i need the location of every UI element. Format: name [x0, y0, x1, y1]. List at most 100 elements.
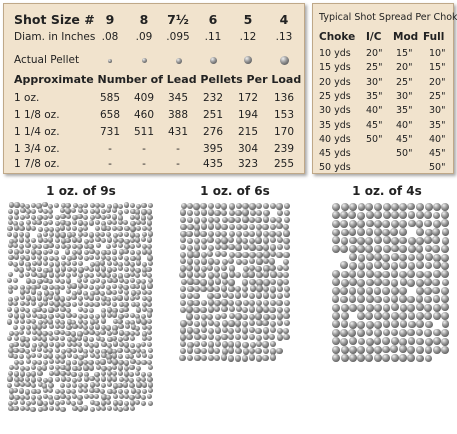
pellet — [66, 360, 72, 366]
pellet — [31, 388, 37, 394]
pellet — [19, 248, 25, 255]
pellet — [94, 393, 100, 399]
pellet — [7, 301, 14, 307]
pellet — [8, 254, 14, 260]
pellet — [332, 337, 341, 346]
pellet — [48, 335, 54, 341]
pellet — [270, 341, 277, 348]
pellet — [398, 261, 407, 270]
pellet — [101, 249, 107, 255]
shot-size-header: 4 — [279, 12, 289, 27]
pellet — [214, 285, 221, 293]
pellet — [60, 208, 66, 214]
pellet — [26, 371, 32, 378]
pellet — [193, 251, 200, 258]
pellet — [94, 284, 100, 290]
pellet — [374, 203, 383, 211]
pellet — [193, 306, 200, 313]
pellet — [60, 348, 67, 354]
pellet — [416, 227, 425, 236]
pellet — [117, 255, 123, 261]
pellet — [19, 260, 25, 266]
pellet — [13, 261, 19, 267]
pellet — [66, 376, 72, 383]
choke-spread-value: 15" — [396, 48, 413, 59]
pellet — [214, 231, 221, 238]
pellet — [117, 242, 123, 249]
pellet — [36, 283, 42, 289]
pellet — [82, 277, 88, 283]
pellet — [54, 376, 61, 382]
pellet — [94, 342, 100, 348]
pellet — [432, 269, 441, 278]
pellet — [54, 342, 61, 348]
pellet-icon — [108, 59, 112, 63]
pellet — [59, 272, 65, 278]
pellet — [374, 253, 383, 262]
pellet — [112, 249, 118, 255]
pellet — [348, 353, 357, 362]
pellet — [207, 313, 214, 321]
pellet — [432, 261, 441, 270]
pellet — [124, 319, 130, 325]
pellet — [71, 295, 77, 301]
pellet — [112, 260, 118, 266]
pellet — [31, 238, 37, 244]
pellet — [147, 226, 153, 232]
pellet-count: - — [176, 143, 180, 155]
pellet — [8, 208, 14, 214]
pellet — [277, 265, 284, 272]
pellet — [106, 208, 112, 214]
pellet — [228, 257, 235, 264]
pellet — [88, 325, 95, 331]
pellet — [186, 271, 194, 278]
pellet — [60, 406, 66, 412]
pellet — [227, 347, 235, 354]
pellet — [424, 304, 433, 313]
pellet — [147, 353, 153, 359]
pellet — [71, 283, 77, 289]
pellet — [60, 376, 66, 382]
pellet — [147, 277, 153, 284]
pellet — [200, 279, 207, 286]
pellet — [140, 371, 147, 378]
pellet — [19, 307, 26, 313]
choke-distance: 10 yds — [319, 48, 351, 59]
pellet — [36, 232, 42, 238]
pellet — [407, 270, 416, 279]
choke-spread-value: 45" — [396, 133, 413, 145]
pellet — [129, 405, 136, 412]
choke-distance: 20 yds — [319, 76, 351, 88]
pellet — [117, 348, 123, 354]
pellet — [105, 255, 112, 262]
pellet — [48, 220, 54, 226]
pellet — [282, 258, 290, 266]
pellet — [48, 388, 54, 394]
pellet — [382, 220, 391, 228]
pellet — [269, 333, 276, 341]
pellet — [415, 244, 424, 253]
shot-size-header: 9 — [105, 12, 115, 27]
pellet — [37, 341, 43, 347]
pellet — [8, 330, 14, 336]
pellet — [88, 365, 95, 371]
pellet — [118, 249, 124, 255]
pellet — [78, 300, 84, 307]
pellet — [77, 331, 83, 337]
pellet — [31, 214, 37, 220]
pellet — [113, 232, 119, 238]
pellet — [374, 345, 383, 354]
pellet — [13, 242, 19, 249]
pellet — [390, 203, 399, 211]
pellet — [31, 244, 37, 250]
pellet — [340, 346, 349, 354]
pellet — [8, 238, 14, 244]
pellet — [135, 307, 141, 313]
pellet — [19, 273, 25, 279]
pellet — [332, 278, 341, 287]
pattern-caption: 1 oz. of 4s — [352, 184, 422, 198]
pellet — [283, 244, 291, 251]
pellet — [25, 329, 31, 336]
pellet-count: 170 — [273, 126, 295, 138]
pellet — [37, 371, 43, 377]
